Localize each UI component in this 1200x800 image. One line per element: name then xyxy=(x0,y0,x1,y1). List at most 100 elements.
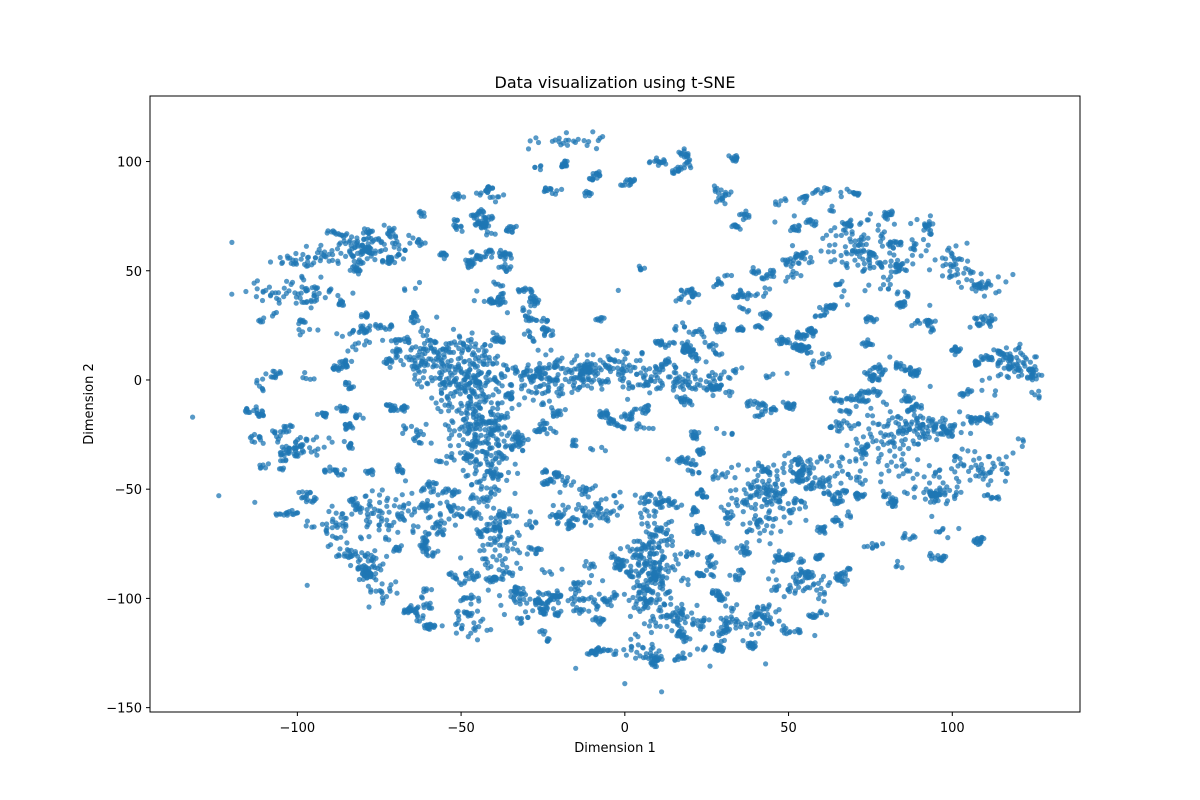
scatter-point xyxy=(888,499,894,505)
scatter-point xyxy=(854,440,861,446)
scatter-point xyxy=(516,288,522,294)
scatter-point xyxy=(258,411,264,418)
scatter-point xyxy=(446,408,452,414)
scatter-point xyxy=(586,175,593,182)
scatter-point xyxy=(690,457,696,463)
scatter-point xyxy=(394,253,400,259)
scatter-point xyxy=(448,349,454,355)
scatter-point xyxy=(724,272,730,278)
scatter-point xyxy=(696,469,702,476)
scatter-point xyxy=(687,652,693,658)
scatter-point xyxy=(457,391,463,397)
scatter-point xyxy=(461,423,467,430)
scatter-point xyxy=(471,298,477,304)
scatter-point xyxy=(626,597,632,604)
scatter-point xyxy=(818,190,824,196)
scatter-point xyxy=(522,285,528,291)
scatter-point xyxy=(678,287,684,293)
scatter-point xyxy=(492,199,499,205)
scatter-point xyxy=(721,369,727,375)
scatter-point xyxy=(740,216,747,223)
scatter-point xyxy=(549,511,555,518)
scatter-point xyxy=(688,165,694,171)
scatter-point xyxy=(625,396,631,402)
scatter-point xyxy=(982,313,988,319)
scatter-point xyxy=(274,512,280,518)
scatter-point xyxy=(456,345,462,352)
scatter-point xyxy=(646,531,652,537)
scatter-point xyxy=(489,250,495,256)
scatter-point xyxy=(438,250,444,256)
scatter-point xyxy=(766,602,772,608)
scatter-point xyxy=(903,393,909,399)
scatter-point xyxy=(569,360,575,366)
scatter-point xyxy=(454,408,460,414)
scatter-point xyxy=(453,192,459,198)
scatter-point xyxy=(583,369,589,375)
scatter-point xyxy=(456,432,463,438)
scatter-point xyxy=(887,354,893,360)
scatter-point xyxy=(810,364,816,370)
scatter-point xyxy=(845,222,852,228)
scatter-point xyxy=(481,499,487,505)
scatter-point xyxy=(629,546,635,552)
scatter-point xyxy=(710,341,716,347)
scatter-point xyxy=(796,228,802,234)
scatter-point xyxy=(759,613,765,619)
scatter-point xyxy=(844,577,851,583)
scatter-point xyxy=(410,235,416,241)
scatter-point xyxy=(904,258,910,264)
scatter-point xyxy=(885,277,891,283)
scatter-point xyxy=(272,373,278,379)
scatter-point xyxy=(558,593,564,600)
scatter-point xyxy=(967,324,973,330)
scatter-point xyxy=(546,636,552,642)
scatter-point xyxy=(704,494,710,500)
scatter-point xyxy=(1036,372,1042,378)
scatter-point xyxy=(716,280,722,286)
scatter-point xyxy=(692,373,698,379)
scatter-point xyxy=(909,535,915,541)
scatter-point xyxy=(724,591,731,597)
scatter-point xyxy=(602,448,609,454)
scatter-point xyxy=(367,323,373,329)
scatter-point xyxy=(350,384,357,390)
scatter-point xyxy=(650,532,657,538)
scatter-point xyxy=(721,538,727,544)
scatter-point xyxy=(501,192,507,198)
scatter-point xyxy=(677,384,684,390)
scatter-point xyxy=(655,592,661,598)
scatter-point xyxy=(430,489,437,495)
scatter-point xyxy=(767,286,773,292)
scatter-point xyxy=(469,352,475,358)
scatter-point xyxy=(544,431,550,437)
scatter-point xyxy=(713,560,719,566)
scatter-point xyxy=(501,362,507,368)
scatter-point xyxy=(363,311,369,317)
scatter-point xyxy=(256,318,262,324)
scatter-point xyxy=(299,489,305,495)
scatter-point xyxy=(447,443,453,449)
scatter-point xyxy=(352,495,358,501)
scatter-point xyxy=(525,328,531,334)
scatter-point xyxy=(734,602,740,608)
scatter-point xyxy=(339,299,346,305)
scatter-point xyxy=(353,412,359,418)
scatter-point xyxy=(645,407,651,413)
scatter-point xyxy=(787,629,793,635)
scatter-point xyxy=(280,429,286,435)
scatter-point xyxy=(770,371,776,377)
scatter-point xyxy=(905,294,911,300)
scatter-point xyxy=(484,189,491,196)
scatter-point xyxy=(752,640,758,646)
scatter-point xyxy=(476,529,482,535)
scatter-point xyxy=(639,350,645,356)
scatter-point xyxy=(929,327,935,333)
scatter-point xyxy=(859,341,865,347)
scatter-point xyxy=(410,606,417,612)
scatter-point xyxy=(423,421,429,427)
scatter-point xyxy=(681,324,688,330)
scatter-point xyxy=(809,259,815,265)
scatter-point xyxy=(559,186,565,192)
